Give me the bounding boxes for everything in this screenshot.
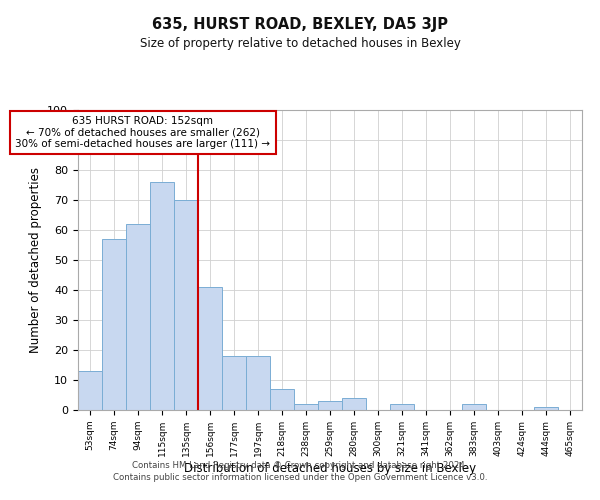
Bar <box>102 239 126 410</box>
Bar <box>342 398 366 410</box>
Bar <box>198 287 222 410</box>
Bar <box>270 389 294 410</box>
Bar <box>126 224 150 410</box>
Text: 635, HURST ROAD, BEXLEY, DA5 3JP: 635, HURST ROAD, BEXLEY, DA5 3JP <box>152 18 448 32</box>
Bar <box>174 200 198 410</box>
Text: 635 HURST ROAD: 152sqm
← 70% of detached houses are smaller (262)
30% of semi-de: 635 HURST ROAD: 152sqm ← 70% of detached… <box>16 116 271 149</box>
Bar <box>78 371 102 410</box>
Bar <box>150 182 174 410</box>
Bar <box>246 356 270 410</box>
Bar <box>318 401 342 410</box>
Text: Size of property relative to detached houses in Bexley: Size of property relative to detached ho… <box>140 38 460 51</box>
Bar <box>390 404 414 410</box>
Text: Contains HM Land Registry data © Crown copyright and database right 2024.
Contai: Contains HM Land Registry data © Crown c… <box>113 461 487 482</box>
Bar <box>534 407 558 410</box>
Bar <box>294 404 318 410</box>
X-axis label: Distribution of detached houses by size in Bexley: Distribution of detached houses by size … <box>184 462 476 474</box>
Bar <box>222 356 246 410</box>
Y-axis label: Number of detached properties: Number of detached properties <box>29 167 42 353</box>
Bar <box>462 404 486 410</box>
